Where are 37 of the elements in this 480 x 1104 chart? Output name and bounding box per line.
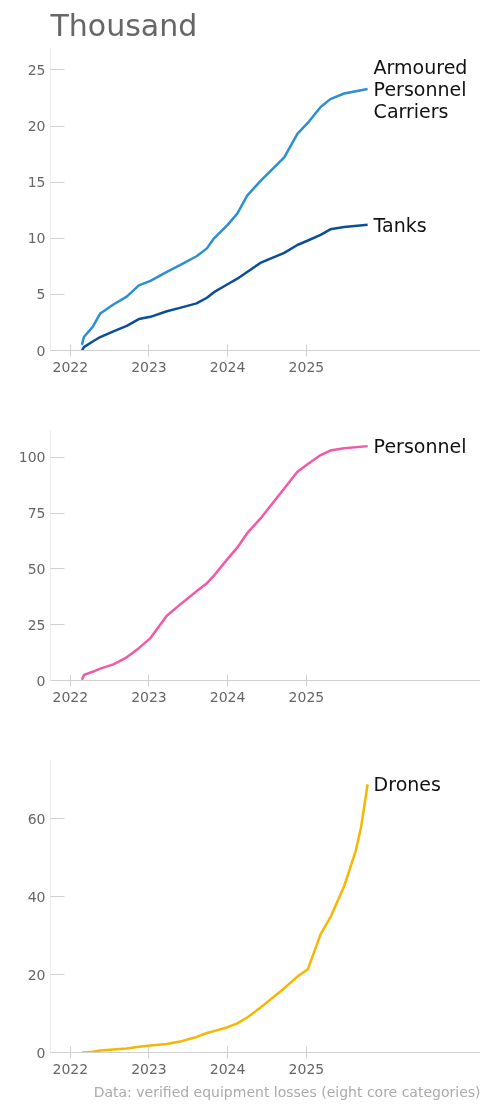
x-tick-label: 2025 <box>288 688 325 705</box>
x-tick-label: 2022 <box>52 358 89 375</box>
x-tick-label: 2023 <box>131 1060 167 1077</box>
x-tick-label: 2023 <box>131 688 167 705</box>
y-tick-label: 40 <box>27 888 46 905</box>
x-tick-label: 2024 <box>209 1060 246 1077</box>
y-tick-label: 100 <box>18 449 46 466</box>
x-tick-label: 2022 <box>52 688 89 705</box>
y-tick-label: 50 <box>27 560 46 577</box>
x-tick-label: 2025 <box>288 358 325 375</box>
text: Data: verified equipment losses (eight core categories) <box>93 1083 480 1100</box>
line-series <box>80 444 369 681</box>
y-tick-label: 20 <box>27 118 46 135</box>
chart-title: Thousand <box>49 7 198 43</box>
y-tick-label: 10 <box>27 230 46 247</box>
line-series <box>80 223 369 351</box>
y-tick-label: 75 <box>27 505 46 522</box>
y-tick-label: 20 <box>27 966 46 983</box>
line-series <box>80 87 369 347</box>
line-series <box>80 783 369 1053</box>
x-tick-label: 2025 <box>288 1060 325 1077</box>
x-tick-label: 2022 <box>52 1060 89 1077</box>
series-label: Personnel <box>373 435 467 458</box>
y-tick-label: 25 <box>27 61 46 78</box>
series-label: Armoured Personnel Carriers <box>373 56 468 123</box>
x-tick-label: 2024 <box>209 688 246 705</box>
y-tick-label: 15 <box>27 174 46 191</box>
y-tick-label: 60 <box>27 810 46 827</box>
y-tick-label: 0 <box>36 672 46 689</box>
y-tick-label: 25 <box>27 616 46 633</box>
x-tick-label: 2023 <box>131 358 167 375</box>
x-tick-label: 2024 <box>209 358 246 375</box>
y-tick-label: 0 <box>36 1044 46 1061</box>
series-label: Drones <box>373 773 441 796</box>
series-label: Tanks <box>372 213 427 236</box>
y-tick-label: 5 <box>36 286 46 303</box>
y-tick-label: 0 <box>36 342 46 359</box>
